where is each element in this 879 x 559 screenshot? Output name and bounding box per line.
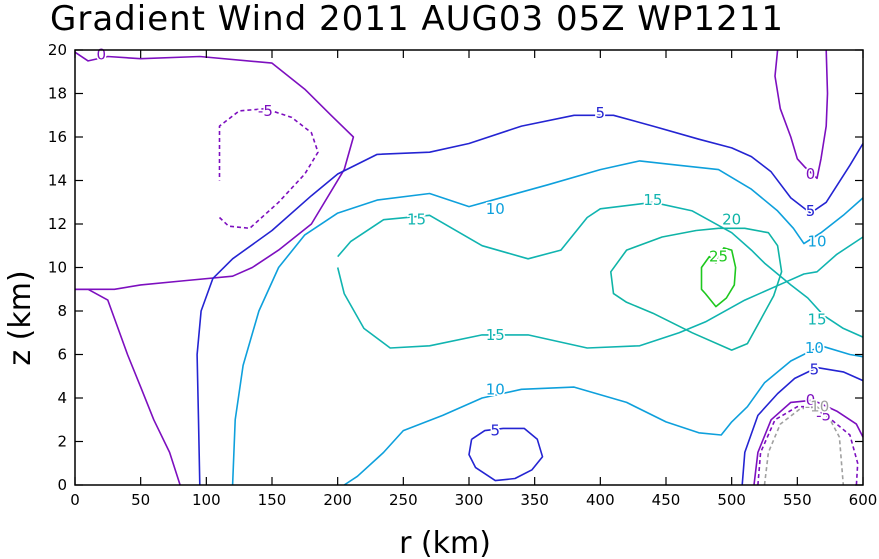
contour-label: 15 [643,191,662,209]
x-axis-label: r (km) [399,526,491,559]
contour-label: 0 [806,391,816,409]
contour-line-0-1 [74,51,355,291]
contour-line-10-10 [231,160,864,486]
plot-frame [74,49,864,486]
contour-line-0-3 [753,399,864,486]
contour-label: 15 [407,211,426,229]
contour-label: -5 [258,102,273,120]
x-tick-label: 100 [192,491,221,509]
y-tick-label: 10 [48,259,67,277]
x-tick-label: 400 [586,491,615,509]
contour-line-5-9 [741,366,864,486]
y-tick-label: 2 [57,433,67,451]
contour-line-0-2 [774,49,829,180]
x-tick-label: 0 [70,491,80,509]
y-axis-label: z (km) [3,270,38,365]
contour-lines [74,49,864,486]
y-tick-label: 4 [57,389,67,407]
contour-line-15-12 [336,236,864,349]
contour-line-15-13 [337,201,864,338]
x-tick-label: 450 [652,491,681,509]
x-axis-ticks: 0 50 100 150 200 250 300 350 400 450 500 550 600 [70,50,877,509]
x-tick-label: 550 [783,491,812,509]
contour-line-neg5-4 [218,107,319,230]
y-tick-label: 8 [57,302,67,320]
contour-line-25-15 [700,247,737,308]
x-tick-label: 200 [323,491,352,509]
contour-label: 10 [486,200,505,218]
contour-line-neg5-5 [757,405,859,486]
contour-label: 0 [97,45,107,63]
contour-label: 15 [486,326,505,344]
x-tick-label: 300 [455,491,484,509]
x-tick-label: 150 [258,491,287,509]
contour-label: 5 [810,361,820,379]
x-tick-label: 50 [131,491,150,509]
contour-label: 10 [486,380,505,398]
contour-label: 20 [722,211,741,229]
contour-label: 5 [596,104,606,122]
x-tick-label: 250 [389,491,418,509]
y-tick-label: 0 [57,476,67,494]
contour-label: 25 [709,248,728,266]
contour-label: 0 [806,165,816,183]
contour-line-5-7 [196,114,864,486]
x-tick-label: 600 [849,491,878,509]
contour-label: -5 [816,406,831,424]
y-tick-label: 16 [48,128,67,146]
contour-label: 10 [807,232,826,250]
contour-label: 10 [805,339,824,357]
y-axis-ticks: 0 2 4 6 8 10 12 14 16 18 20 [48,41,863,494]
y-tick-label: 12 [48,215,67,233]
contour-line-20-14 [609,227,783,351]
contour-label: 15 [807,311,826,329]
y-tick-label: 14 [48,172,67,190]
contour-label: 5 [806,202,816,220]
contour-line-neg10-6 [763,405,845,486]
contour-label: 5 [491,422,501,440]
contour-line-10-11 [343,344,864,486]
y-tick-label: 6 [57,346,67,364]
x-tick-label: 350 [520,491,549,509]
contour-line-5-8 [468,427,544,482]
chart-title: Gradient Wind 2011 AUG03 05Z WP1211 [50,0,784,39]
y-tick-label: 18 [48,85,67,103]
contour-line-0-0 [75,288,181,486]
x-tick-label: 500 [717,491,746,509]
y-tick-label: 20 [48,41,67,59]
contour-label: -10 [805,398,830,416]
